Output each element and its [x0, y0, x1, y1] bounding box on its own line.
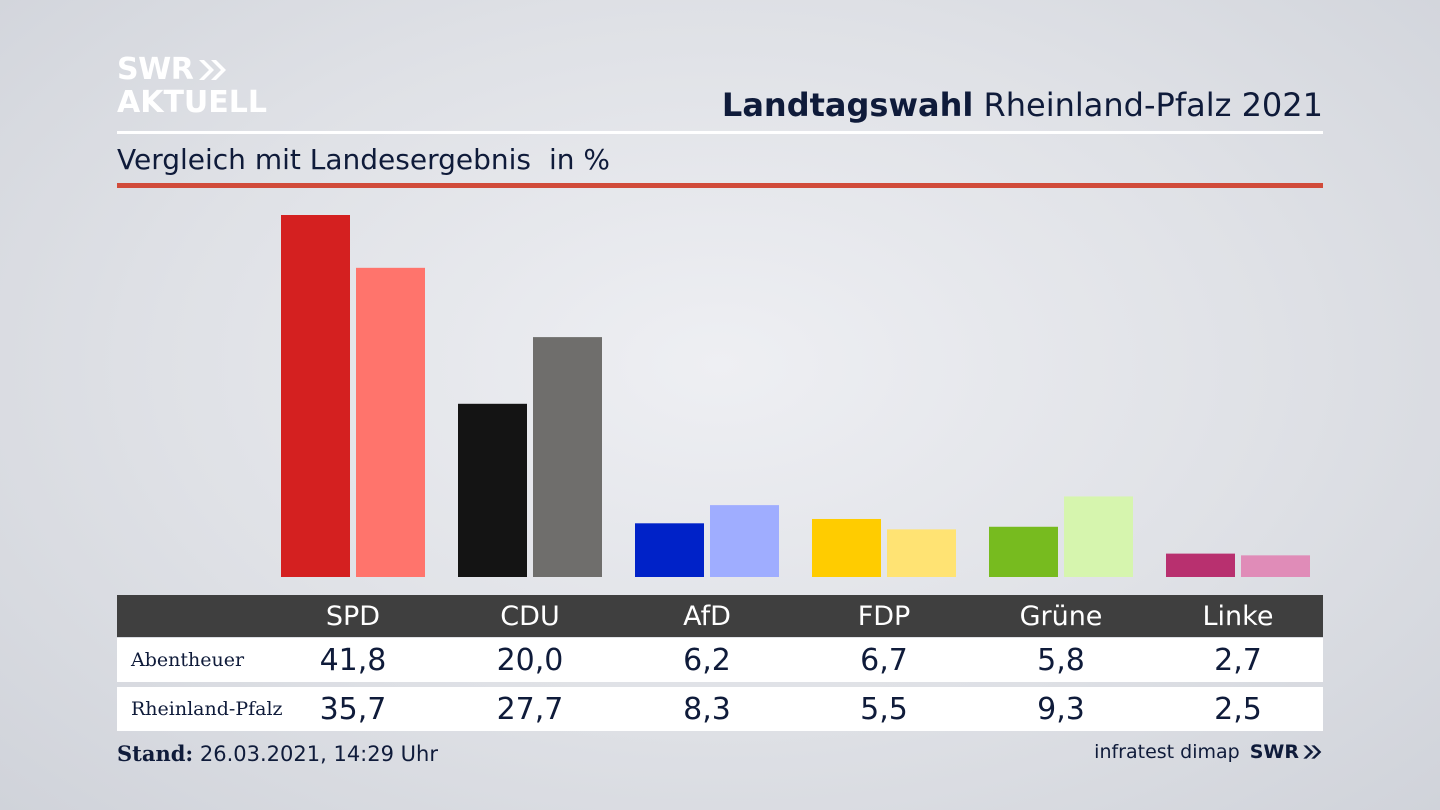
party-label-afd: AfD [683, 600, 731, 632]
title-bold: Landtagswahl [721, 86, 974, 124]
value-cdu-rheinland-pfalz: 27,7 [496, 691, 564, 727]
subtitle-text: Vergleich mit Landesergebnis [117, 143, 531, 176]
value-spd-rheinland-pfalz: 35,7 [319, 691, 387, 727]
double-chevron-icon [1303, 745, 1322, 759]
bar-cdu-rheinland-pfalz [533, 337, 602, 577]
source-text: infratest dimap [1094, 741, 1240, 763]
bar-spd-rheinland-pfalz [356, 267, 425, 577]
bar-linke-abentheuer [1166, 553, 1235, 577]
value-fdp-abentheuer: 6,7 [860, 642, 908, 678]
page-title: Landtagswahl Rheinland-Pfalz 2021 [722, 86, 1323, 124]
swr-small-text: SWR [1249, 741, 1299, 763]
value-linke-abentheuer: 2,7 [1214, 642, 1262, 678]
value-afd-rheinland-pfalz: 8,3 [683, 691, 731, 727]
party-header-row: SPD CDU AfD FDP Grüne Linke [117, 595, 1323, 637]
table-row: Abentheuer 41,8 20,0 6,2 6,7 5,8 2,7 [117, 638, 1323, 682]
logo-aktuell-text: AKTUELL [117, 85, 268, 120]
bar-fdp-abentheuer [812, 518, 881, 577]
bar-afd-abentheuer [635, 523, 704, 577]
accent-rule [117, 183, 1323, 188]
timestamp: Stand: 26.03.2021, 14:29 Uhr [117, 741, 438, 766]
bar-grüne-rheinland-pfalz [1064, 496, 1133, 577]
value-linke-rheinland-pfalz: 2,5 [1214, 691, 1262, 727]
title-regular: Rheinland-Pfalz 2021 [983, 86, 1323, 124]
party-label-fdp: FDP [857, 600, 911, 632]
logo-swr-text: SWR [117, 52, 194, 87]
unit-label: in % [548, 143, 611, 176]
stand-label: Stand: [117, 741, 194, 766]
party-label-grüne: Grüne [1019, 600, 1103, 632]
bar-spd-abentheuer [281, 215, 350, 577]
value-grüne-rheinland-pfalz: 9,3 [1037, 691, 1085, 727]
bar-afd-rheinland-pfalz [710, 505, 779, 577]
table-row: Rheinland-Pfalz 35,7 27,7 8,3 5,5 9,3 2,5 [117, 687, 1323, 731]
swr-small-logo: SWR [1250, 741, 1323, 763]
header-divider [117, 131, 1323, 134]
party-label-linke: Linke [1202, 600, 1274, 632]
double-chevron-icon [197, 58, 227, 82]
bar-linke-rheinland-pfalz [1241, 555, 1310, 577]
bar-fdp-rheinland-pfalz [887, 529, 956, 577]
swr-aktuell-logo: SWR AKTUELL [117, 54, 267, 120]
value-spd-abentheuer: 41,8 [319, 642, 387, 678]
row-label-abentheuer: Abentheuer [131, 649, 245, 671]
value-fdp-rheinland-pfalz: 5,5 [860, 691, 908, 727]
chart-subtitle: Vergleich mit Landesergebnis in % [117, 143, 610, 176]
value-cdu-abentheuer: 20,0 [496, 642, 564, 678]
bar-cdu-abentheuer [458, 403, 527, 577]
stand-value: 26.03.2021, 14:29 Uhr [199, 742, 438, 766]
source-credit: infratest dimap SWR [1094, 741, 1323, 763]
value-grüne-abentheuer: 5,8 [1037, 642, 1085, 678]
value-afd-abentheuer: 6,2 [683, 642, 731, 678]
party-label-spd: SPD [325, 600, 381, 632]
bar-grüne-abentheuer [989, 526, 1058, 577]
row-label-rheinland-pfalz: Rheinland-Pfalz [131, 698, 283, 720]
party-label-cdu: CDU [500, 600, 560, 632]
